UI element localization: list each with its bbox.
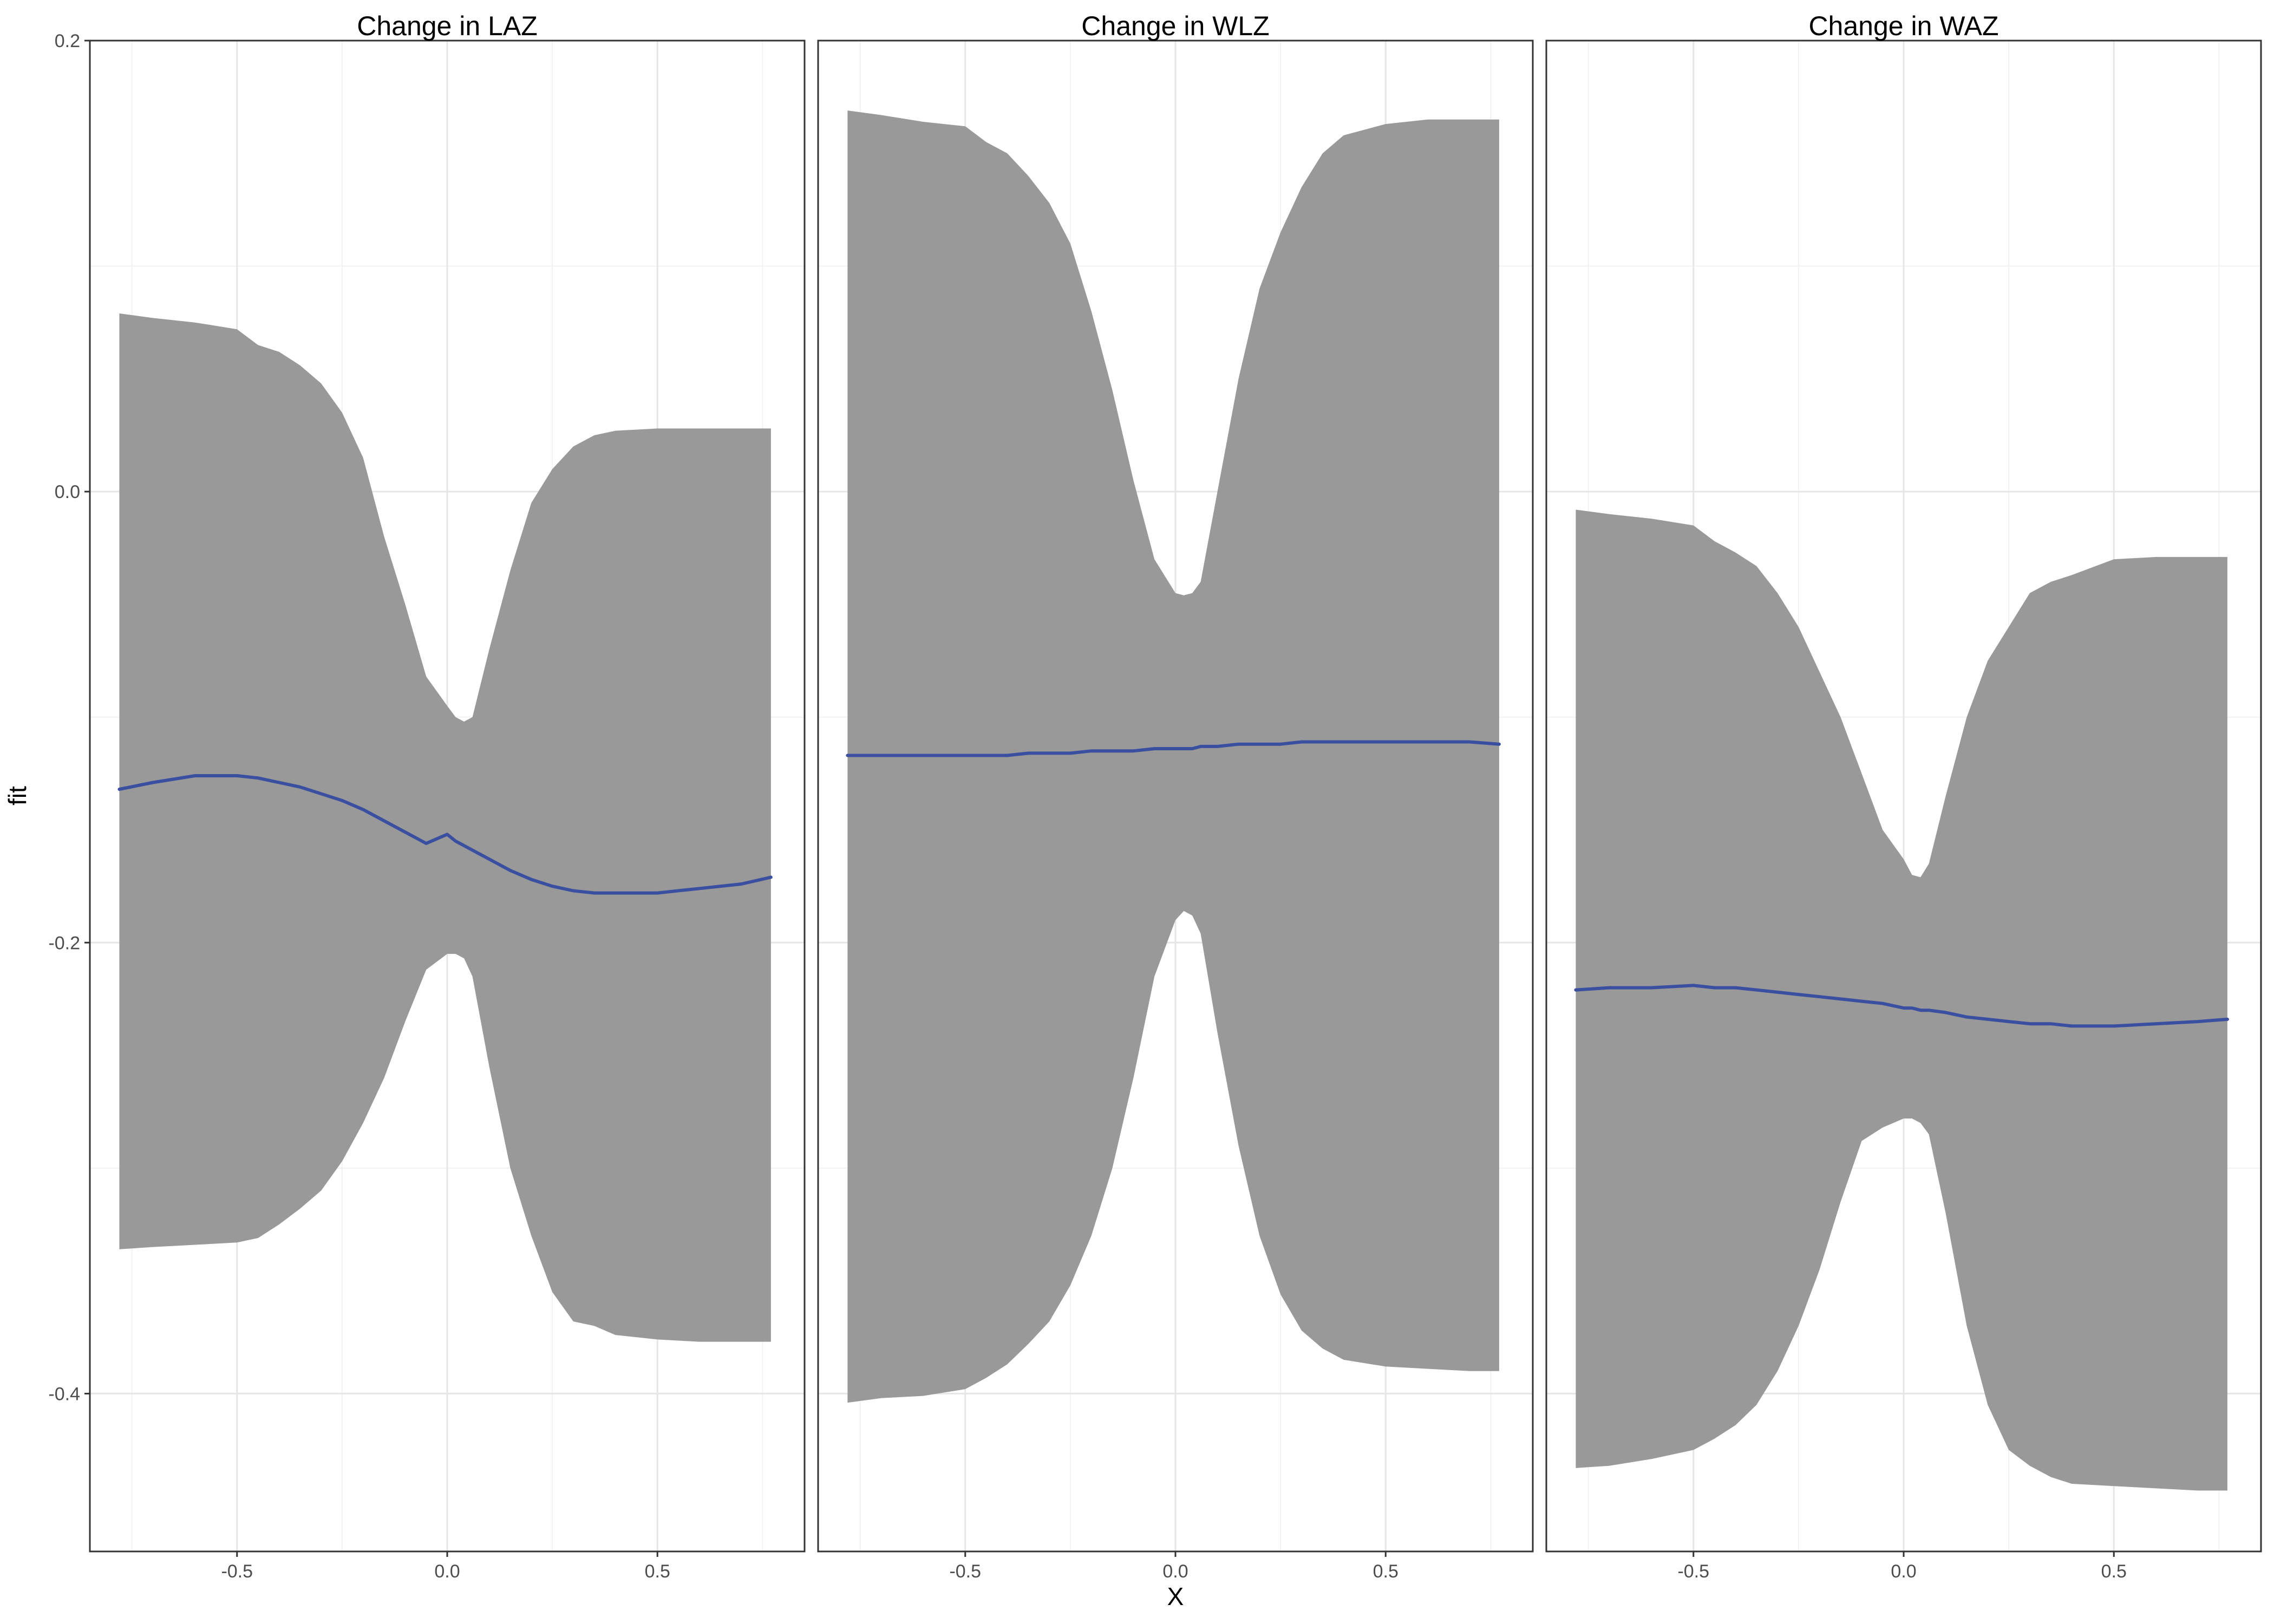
y-tick-label: 0.2 [55,31,80,51]
y-axis-title: fit [3,786,31,806]
axes-layer: 0.2 0.0 -0.2 -0.4 [48,31,90,1404]
panels-layer: Change in LAZ -0.5 0.0 0.5 Change in WLZ -0.5… [89,11,2262,1582]
panel-3: Change in WAZ -0.5 0.0 0.5 [1545,11,2262,1582]
x-tick-label: 0.5 [2101,1561,2127,1582]
panel-1: Change in LAZ -0.5 0.0 0.5 [89,11,806,1582]
panel-title: Change in LAZ [357,11,538,41]
panel-title: Change in WAZ [1808,11,1998,41]
y-tick-label: -0.4 [48,1384,80,1404]
panel-2: Change in WLZ -0.5 0.0 0.5 [817,11,1534,1582]
y-tick-label: 0.0 [55,482,80,502]
x-tick-label: 0.5 [645,1561,670,1582]
x-tick-label: 0.0 [434,1561,460,1582]
x-tick-label: 0.0 [1891,1561,1916,1582]
fit-line [1574,984,2229,1028]
y-tick-label: -0.2 [48,933,80,953]
x-tick-label: -0.5 [221,1561,253,1582]
x-tick-label: -0.5 [1677,1561,1709,1582]
confidence-band [1576,509,2227,1491]
x-tick-label: -0.5 [949,1561,981,1582]
x-axis-title: X [1167,1582,1184,1610]
fit-line [846,740,1501,757]
confidence-band [847,110,1499,1403]
x-tick-label: 0.5 [1373,1561,1399,1582]
x-tick-label: 0.0 [1162,1561,1188,1582]
panel-title: Change in WLZ [1081,11,1269,41]
fit-line [117,774,773,895]
confidence-band [119,313,771,1342]
